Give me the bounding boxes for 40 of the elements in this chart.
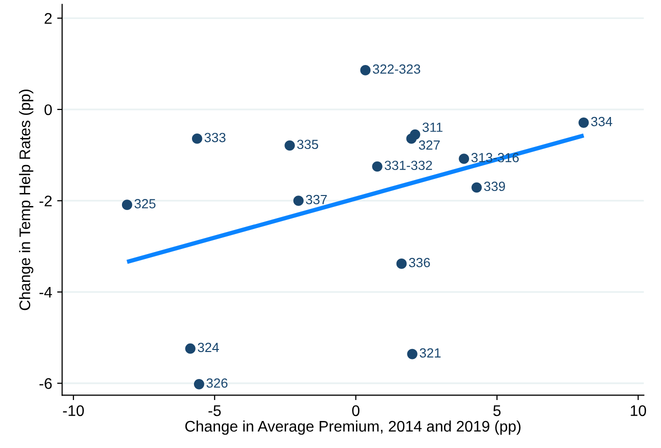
annotation: 324: [198, 342, 219, 352]
point: [472, 182, 482, 193]
point: [293, 196, 304, 206]
y-tick-label: 2: [44, 13, 52, 24]
point: [360, 65, 371, 76]
annotation: 331-332: [384, 160, 432, 170]
x-tick-label: -10: [63, 405, 84, 416]
x-axis-title: Change in Average Premium, 2014 and 2019 (pp): [185, 420, 520, 435]
annotation: 336: [408, 258, 430, 268]
point: [194, 379, 204, 390]
y-tick-label: 0: [44, 104, 52, 116]
point: [458, 154, 470, 164]
point: [407, 348, 418, 360]
annotation: 325: [134, 199, 156, 208]
x-tick-label: 0: [352, 405, 360, 416]
point: [396, 258, 407, 269]
annotation: 311: [422, 122, 442, 132]
point: [192, 134, 202, 144]
point: [372, 161, 382, 172]
point: [578, 118, 589, 128]
point: [406, 134, 417, 144]
x-tick-label: -5: [208, 405, 221, 416]
y-tick-label: -6: [40, 378, 52, 389]
annotation: 326: [206, 378, 228, 388]
annotation: 333: [204, 132, 226, 142]
point: [122, 200, 132, 210]
x-tick-label: 5: [493, 405, 501, 416]
point: [284, 140, 295, 151]
y-axis-title: Change in Temp Help Rates (pp): [19, 90, 34, 310]
point: [185, 343, 196, 354]
y-tick-label: -4: [40, 287, 52, 298]
y-tick-label: -2: [40, 196, 52, 206]
annotation: 337: [306, 194, 327, 204]
annotation: 335: [297, 140, 318, 150]
annotation: 321: [420, 348, 441, 358]
x-tick-label: 10: [630, 405, 646, 416]
annotation: 322-323: [372, 64, 420, 74]
annotation: 327: [418, 140, 440, 150]
annotation: 334: [591, 116, 612, 126]
annotation: 339: [484, 182, 505, 192]
